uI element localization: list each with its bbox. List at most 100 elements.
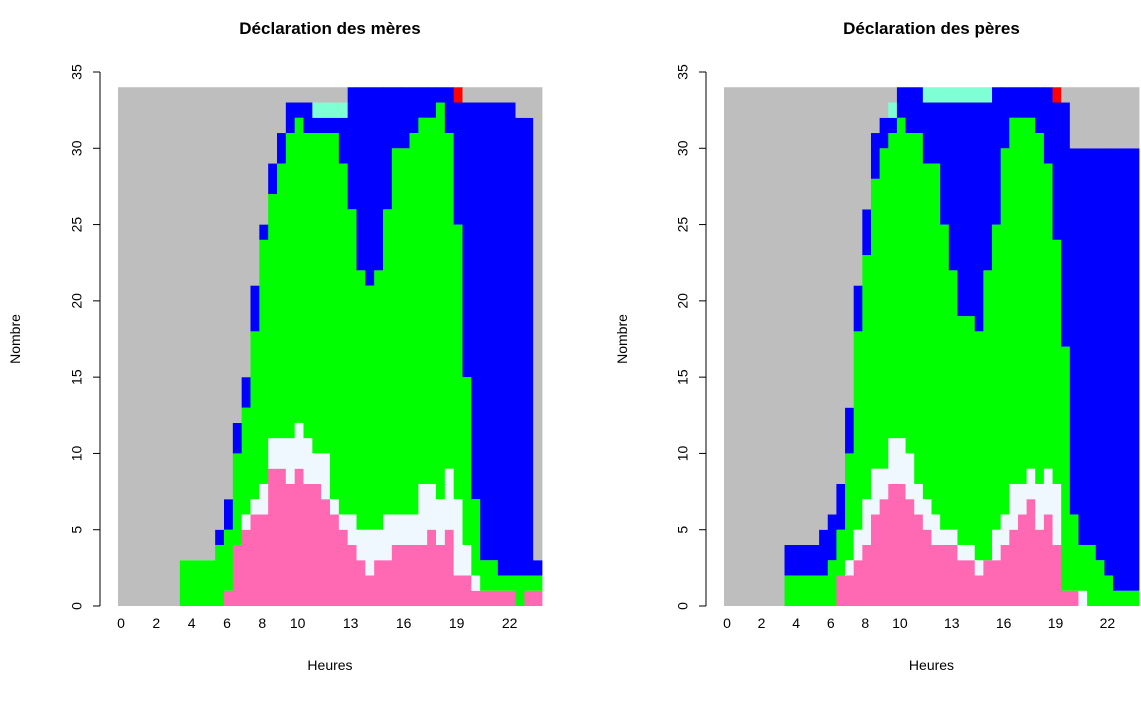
bar-segment [1035,483,1045,530]
bar-segment [853,285,863,332]
bar-segment [931,102,941,164]
bar-segment [179,560,190,606]
bar-segment [268,468,278,606]
bar-segment [879,117,889,149]
bar-segment [259,224,269,240]
bar-segment [303,483,313,606]
bar-segment [827,560,837,606]
bar-segment [905,133,915,454]
bar-segment [1078,87,1088,149]
bar-segment [188,87,198,561]
bar-segment [259,239,269,484]
bar-segment [784,575,794,606]
bar-segment [215,529,225,545]
bar-segment [285,483,296,606]
x-tick-label: 4 [188,615,196,631]
bar-segment [1113,590,1123,606]
bar-segment [983,560,993,606]
bar-segment [338,514,349,530]
bar-segment [330,499,340,515]
bar-segment [845,575,855,606]
bar-segment [224,529,234,591]
bar-segment [453,499,463,576]
bar-segment [400,544,410,606]
bar-segment [365,87,375,286]
y-tick-label: 0 [675,602,691,610]
bar-segment [1061,590,1071,606]
bar-segment [870,178,881,469]
bar-segment [268,163,278,195]
bar-segment [409,544,419,606]
x-tick-label: 10 [892,615,908,631]
bar-segment [197,560,207,606]
bar-segment [870,468,881,515]
bar-segment [232,422,243,454]
bar-segment [312,483,322,606]
bar-segment [1104,148,1114,576]
bar-segment [940,544,950,606]
bar-segment [966,316,976,545]
bar-segment [1078,544,1088,591]
bar-segment [436,87,446,103]
bar-segment [1095,560,1105,606]
bar-segment [810,87,820,545]
bar-segment [879,499,889,606]
bar-segment [383,514,393,561]
bar-segment [383,87,393,210]
bar-segment [1113,87,1123,149]
bar-segment [801,544,811,576]
y-tick-label: 20 [675,293,691,309]
y-tick-label: 5 [675,526,691,534]
bar-segment [383,560,393,606]
y-tick-label: 15 [69,369,85,385]
bar-segment [294,117,304,423]
bar-segment [312,117,322,134]
bar-segment [1087,87,1097,149]
bar-segment [489,590,499,606]
bar-segment [1061,346,1071,591]
bar-segment [888,483,898,606]
bar-segment [1104,575,1114,606]
y-tick-label: 10 [69,445,85,461]
bar-segment [294,422,304,469]
bar-segment [444,468,455,530]
bar-segment [285,102,296,134]
bar-segment [480,87,490,103]
x-axis-label: Heures [307,657,352,673]
bar-segment [436,499,446,545]
bar-segment [862,499,872,545]
bar-segment [524,575,534,591]
bar-segment [215,87,225,530]
bar-segment [480,590,490,606]
bar-segment [409,514,419,545]
bar-segment [153,87,163,606]
bar-segment [250,499,260,515]
bar-segment [356,529,366,561]
bar-segment [983,87,993,103]
bar-segment [515,575,525,606]
bar-segment [188,560,198,606]
bar-segment [1026,87,1036,118]
bar-segment [374,529,384,561]
bar-segment [905,87,915,134]
bar-segment [1121,87,1131,149]
bar-segment [905,453,915,500]
x-tick-label: 2 [152,615,160,631]
bar-segment [126,87,137,606]
bar-segment [914,483,924,515]
bar-segment [462,87,472,103]
bar-segment [922,102,932,164]
bar-segment [524,590,534,606]
bar-segment [948,270,958,530]
x-tick-label: 2 [758,615,766,631]
bar-segment [400,87,410,149]
bar-segment [992,529,1002,561]
bar-segment [418,483,428,545]
bar-segment [862,544,872,606]
bar-segment [533,87,543,561]
bar-segment [268,87,278,164]
bar-segment [775,87,785,606]
x-tick-label: 13 [343,615,359,631]
bar-segment [241,377,251,408]
bar-segment [905,499,915,606]
